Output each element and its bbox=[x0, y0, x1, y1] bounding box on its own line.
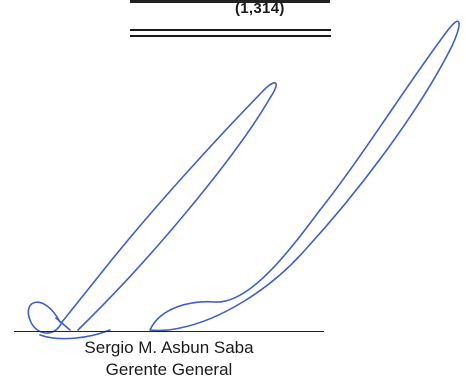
signature-stroke-right bbox=[149, 20, 460, 332]
signer-name: Sergio M. Asbun Saba bbox=[84, 338, 254, 357]
signature-flourish bbox=[39, 317, 111, 340]
signature-line bbox=[14, 331, 324, 332]
signer-title: Gerente General bbox=[105, 360, 233, 379]
signature-stroke-left bbox=[27, 82, 277, 334]
total-amount: (1,314) bbox=[235, 0, 285, 17]
top-rule bbox=[130, 0, 330, 3]
double-underline-bottom bbox=[130, 35, 331, 37]
double-underline-top bbox=[130, 29, 331, 31]
